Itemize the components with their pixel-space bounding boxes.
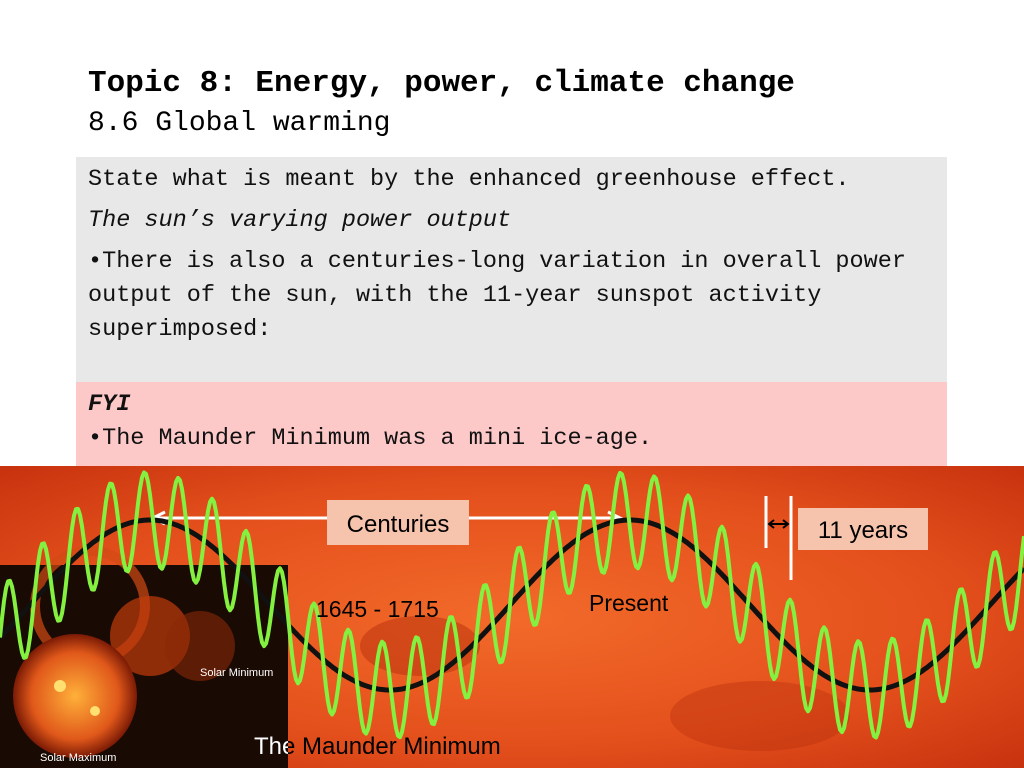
period-label: 11 years <box>818 517 908 544</box>
inset-image <box>0 546 288 768</box>
present-label: Present <box>589 590 669 616</box>
caption: The Maunder Minimum <box>254 733 501 760</box>
objective: State what is meant by the enhanced gree… <box>88 166 850 193</box>
slide-title: Topic 8: Energy, power, climate change <box>88 66 795 101</box>
centuries-label: Centuries <box>347 511 450 538</box>
period-arrow <box>767 519 790 529</box>
fyi-label: FYI <box>88 391 131 418</box>
content-box: State what is meant by the enhanced gree… <box>76 157 947 382</box>
heading: The sun’s varying power output <box>88 207 512 234</box>
inset-label: Solar Maximum <box>40 752 116 764</box>
caption-overlay: The Maunder Minimum <box>254 733 501 760</box>
label-box <box>798 508 928 550</box>
fyi-bullet: •The Maunder Minimum was a mini ice-age. <box>88 425 653 452</box>
figure: Centuries 11 years 1645 - 1715 Present S… <box>0 466 1024 768</box>
inset-label: Solar Minimum <box>200 667 273 679</box>
label-box <box>327 500 469 545</box>
texture <box>670 681 850 751</box>
years-label: 1645 - 1715 <box>316 596 439 622</box>
slide-subtitle: 8.6 Global warming <box>88 108 391 139</box>
sunspot-wave <box>0 470 1024 740</box>
bullet: •There is also a centuries-long variatio… <box>88 248 906 343</box>
fyi-box: FYI •The Maunder Minimum was a mini ice-… <box>76 382 947 466</box>
